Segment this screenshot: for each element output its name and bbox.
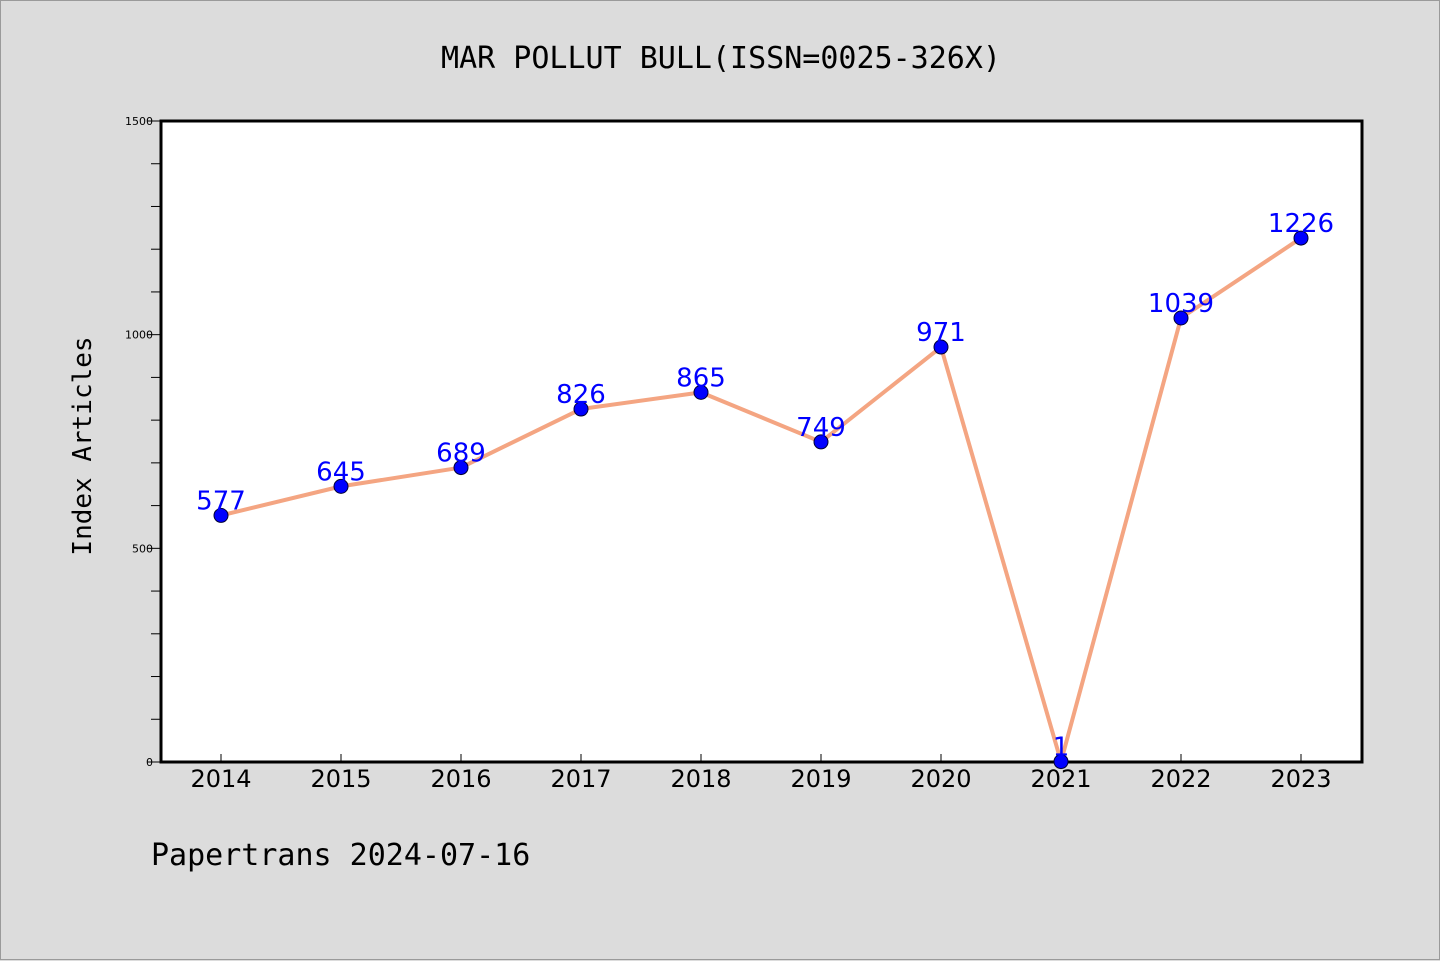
data-point <box>573 401 589 417</box>
x-tick-label: 2019 <box>790 765 851 793</box>
data-label: 1 <box>1053 733 1070 763</box>
data-point <box>453 460 469 476</box>
x-tick-label: 2021 <box>1030 765 1091 793</box>
x-tick-label: 2017 <box>550 765 611 793</box>
data-point <box>213 507 229 523</box>
x-tick-label: 2023 <box>1270 765 1331 793</box>
data-markers <box>213 230 1309 770</box>
data-point <box>813 434 829 450</box>
data-labels: 577 645 689 826 865 749 971 1 1039 1226 <box>196 209 1334 762</box>
y-tick-label: 0 <box>146 756 153 769</box>
x-tick-label: 2022 <box>1150 765 1211 793</box>
x-tick-label: 2014 <box>190 765 251 793</box>
x-tick-label: 2018 <box>670 765 731 793</box>
data-label: 1039 <box>1148 289 1214 319</box>
data-label: 689 <box>436 439 486 469</box>
data-label: 645 <box>316 457 366 487</box>
y-tick-label: 500 <box>132 542 153 555</box>
data-label: 826 <box>556 380 606 410</box>
chart-title: MAR POLLUT BULL(ISSN=0025-326X) <box>441 41 1001 76</box>
data-label: 577 <box>196 486 246 516</box>
x-tick-label: 2016 <box>430 765 491 793</box>
x-tick-label: 2015 <box>310 765 371 793</box>
y-axis-ticks <box>147 120 161 763</box>
data-label: 1226 <box>1268 209 1334 239</box>
data-label: 749 <box>796 413 846 443</box>
y-tick-label: 1500 <box>125 115 153 128</box>
y-axis-tick-labels: 0 500 1000 1500 <box>125 115 153 769</box>
footer-watermark: Papertrans 2024-07-16 <box>151 838 530 873</box>
y-tick-label: 1000 <box>125 329 153 342</box>
series-line <box>220 236 1303 764</box>
data-point <box>693 384 709 400</box>
data-point <box>1173 310 1189 326</box>
data-point <box>933 339 949 355</box>
x-tick-label: 2020 <box>910 765 971 793</box>
data-point <box>333 478 349 494</box>
data-label: 865 <box>676 363 726 393</box>
data-point <box>1053 754 1069 770</box>
x-axis-tick-labels: 2014 2015 2016 2017 2018 2019 2020 2021 2022 2023 <box>190 765 1331 793</box>
y-axis-label: Index Articles <box>68 336 98 555</box>
data-point <box>1293 230 1309 246</box>
data-label: 971 <box>916 318 966 348</box>
plot-area <box>159 119 1364 764</box>
